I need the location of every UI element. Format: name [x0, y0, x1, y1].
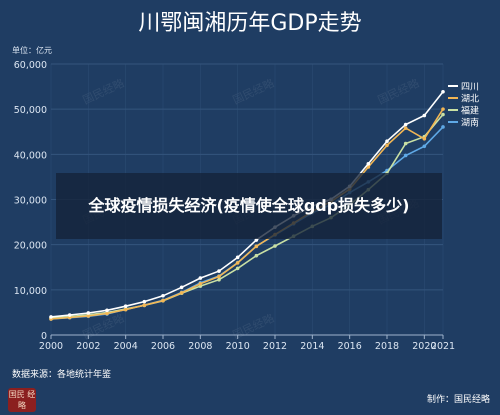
data-point: [67, 313, 72, 317]
data-point: [254, 238, 259, 242]
legend-label: 湖南: [461, 117, 479, 129]
chart-title: 川鄂闽湘历年GDP走势: [138, 11, 361, 36]
data-point: [235, 255, 240, 260]
data-point: [198, 276, 203, 280]
data-point: [123, 304, 128, 308]
data-point: [441, 89, 445, 94]
data-point: [179, 291, 184, 295]
data-point: [422, 113, 427, 118]
data-point: [105, 308, 109, 313]
data-point: [422, 136, 427, 141]
x-tick-label: 2016: [338, 341, 362, 352]
legend-label: 福建: [461, 105, 479, 117]
x-tick-label: 2012: [263, 341, 287, 352]
y-tick-label: 50,000: [14, 105, 47, 116]
watermark-text: 国民经略: [375, 76, 421, 107]
data-point: [441, 125, 445, 129]
data-point: [217, 274, 221, 279]
unit-label: 单位：亿元: [12, 45, 52, 55]
data-point: [235, 261, 240, 265]
data-point: [217, 277, 221, 282]
data-point: [49, 315, 53, 319]
data-point: [273, 244, 277, 248]
caption-text: 全球疫情损失经济(疫情使全球gdp损失多少): [88, 196, 410, 215]
x-tick-label: 2010: [226, 341, 250, 352]
data-point: [123, 307, 128, 312]
x-tick-label: 2006: [151, 341, 175, 352]
data-point: [235, 266, 240, 271]
legend-label: 四川: [461, 83, 479, 93]
logo-text: 国民 经略: [8, 390, 36, 410]
x-axis-ticks: 2000 2002 2004 2006 2008 2010 2012 2014 2016 2018…: [39, 335, 455, 352]
series-line-四川: [50, 91, 444, 318]
x-tick-label: 2008: [188, 341, 212, 352]
x-tick-label: 2020: [412, 341, 436, 352]
y-tick-label: 0: [41, 331, 47, 342]
data-point: [403, 126, 408, 130]
data-point: [86, 314, 91, 318]
x-tick-label: 2002: [76, 341, 100, 352]
data-point: [161, 293, 165, 298]
data-point: [254, 253, 259, 258]
y-tick-label: 20,000: [14, 241, 47, 252]
x-tick-label: 2014: [300, 341, 324, 352]
data-point: [142, 299, 147, 304]
x-tick-label: 2004: [114, 341, 138, 352]
caption-overlay: 全球疫情损失经济(疫情使全球gdp损失多少): [56, 173, 442, 239]
data-point: [161, 298, 165, 303]
data-point: [198, 282, 203, 286]
data-point: [179, 285, 184, 290]
data-point: [217, 269, 221, 273]
data-source: 数据来源：各地统计年鉴: [12, 368, 111, 380]
data-point: [422, 144, 427, 149]
series-line-湖北: [50, 108, 444, 320]
data-point: [403, 153, 408, 158]
x-tick-label: 2018: [375, 341, 399, 352]
data-point: [441, 112, 445, 117]
data-point: [403, 122, 408, 127]
y-tick-label: 30,000: [14, 196, 47, 207]
watermark-text: 国民经略: [230, 76, 276, 107]
y-tick-label: 60,000: [14, 60, 47, 71]
y-tick-label: 40,000: [14, 150, 47, 161]
data-point: [254, 244, 259, 249]
y-axis-ticks: 0 10,000 20,000 30,000 40,000 50,000 60,000: [14, 60, 47, 342]
x-tick-label: 2000: [39, 341, 63, 352]
y-tick-label: 10,000: [14, 286, 47, 297]
data-point: [142, 303, 147, 308]
brand-logo: 国民 经略: [8, 388, 36, 412]
x-tick-label: 2021: [431, 341, 455, 352]
legend-label: 湖北: [461, 94, 479, 105]
watermark-text: 国民经略: [80, 76, 126, 107]
data-point: [403, 141, 408, 146]
data-point: [385, 143, 389, 148]
data-point: [105, 311, 109, 316]
credit-label: 制作：国民经略: [427, 393, 490, 405]
data-point: [86, 311, 91, 315]
data-point: [366, 161, 371, 166]
data-point: [385, 139, 389, 144]
data-point: [441, 107, 445, 111]
